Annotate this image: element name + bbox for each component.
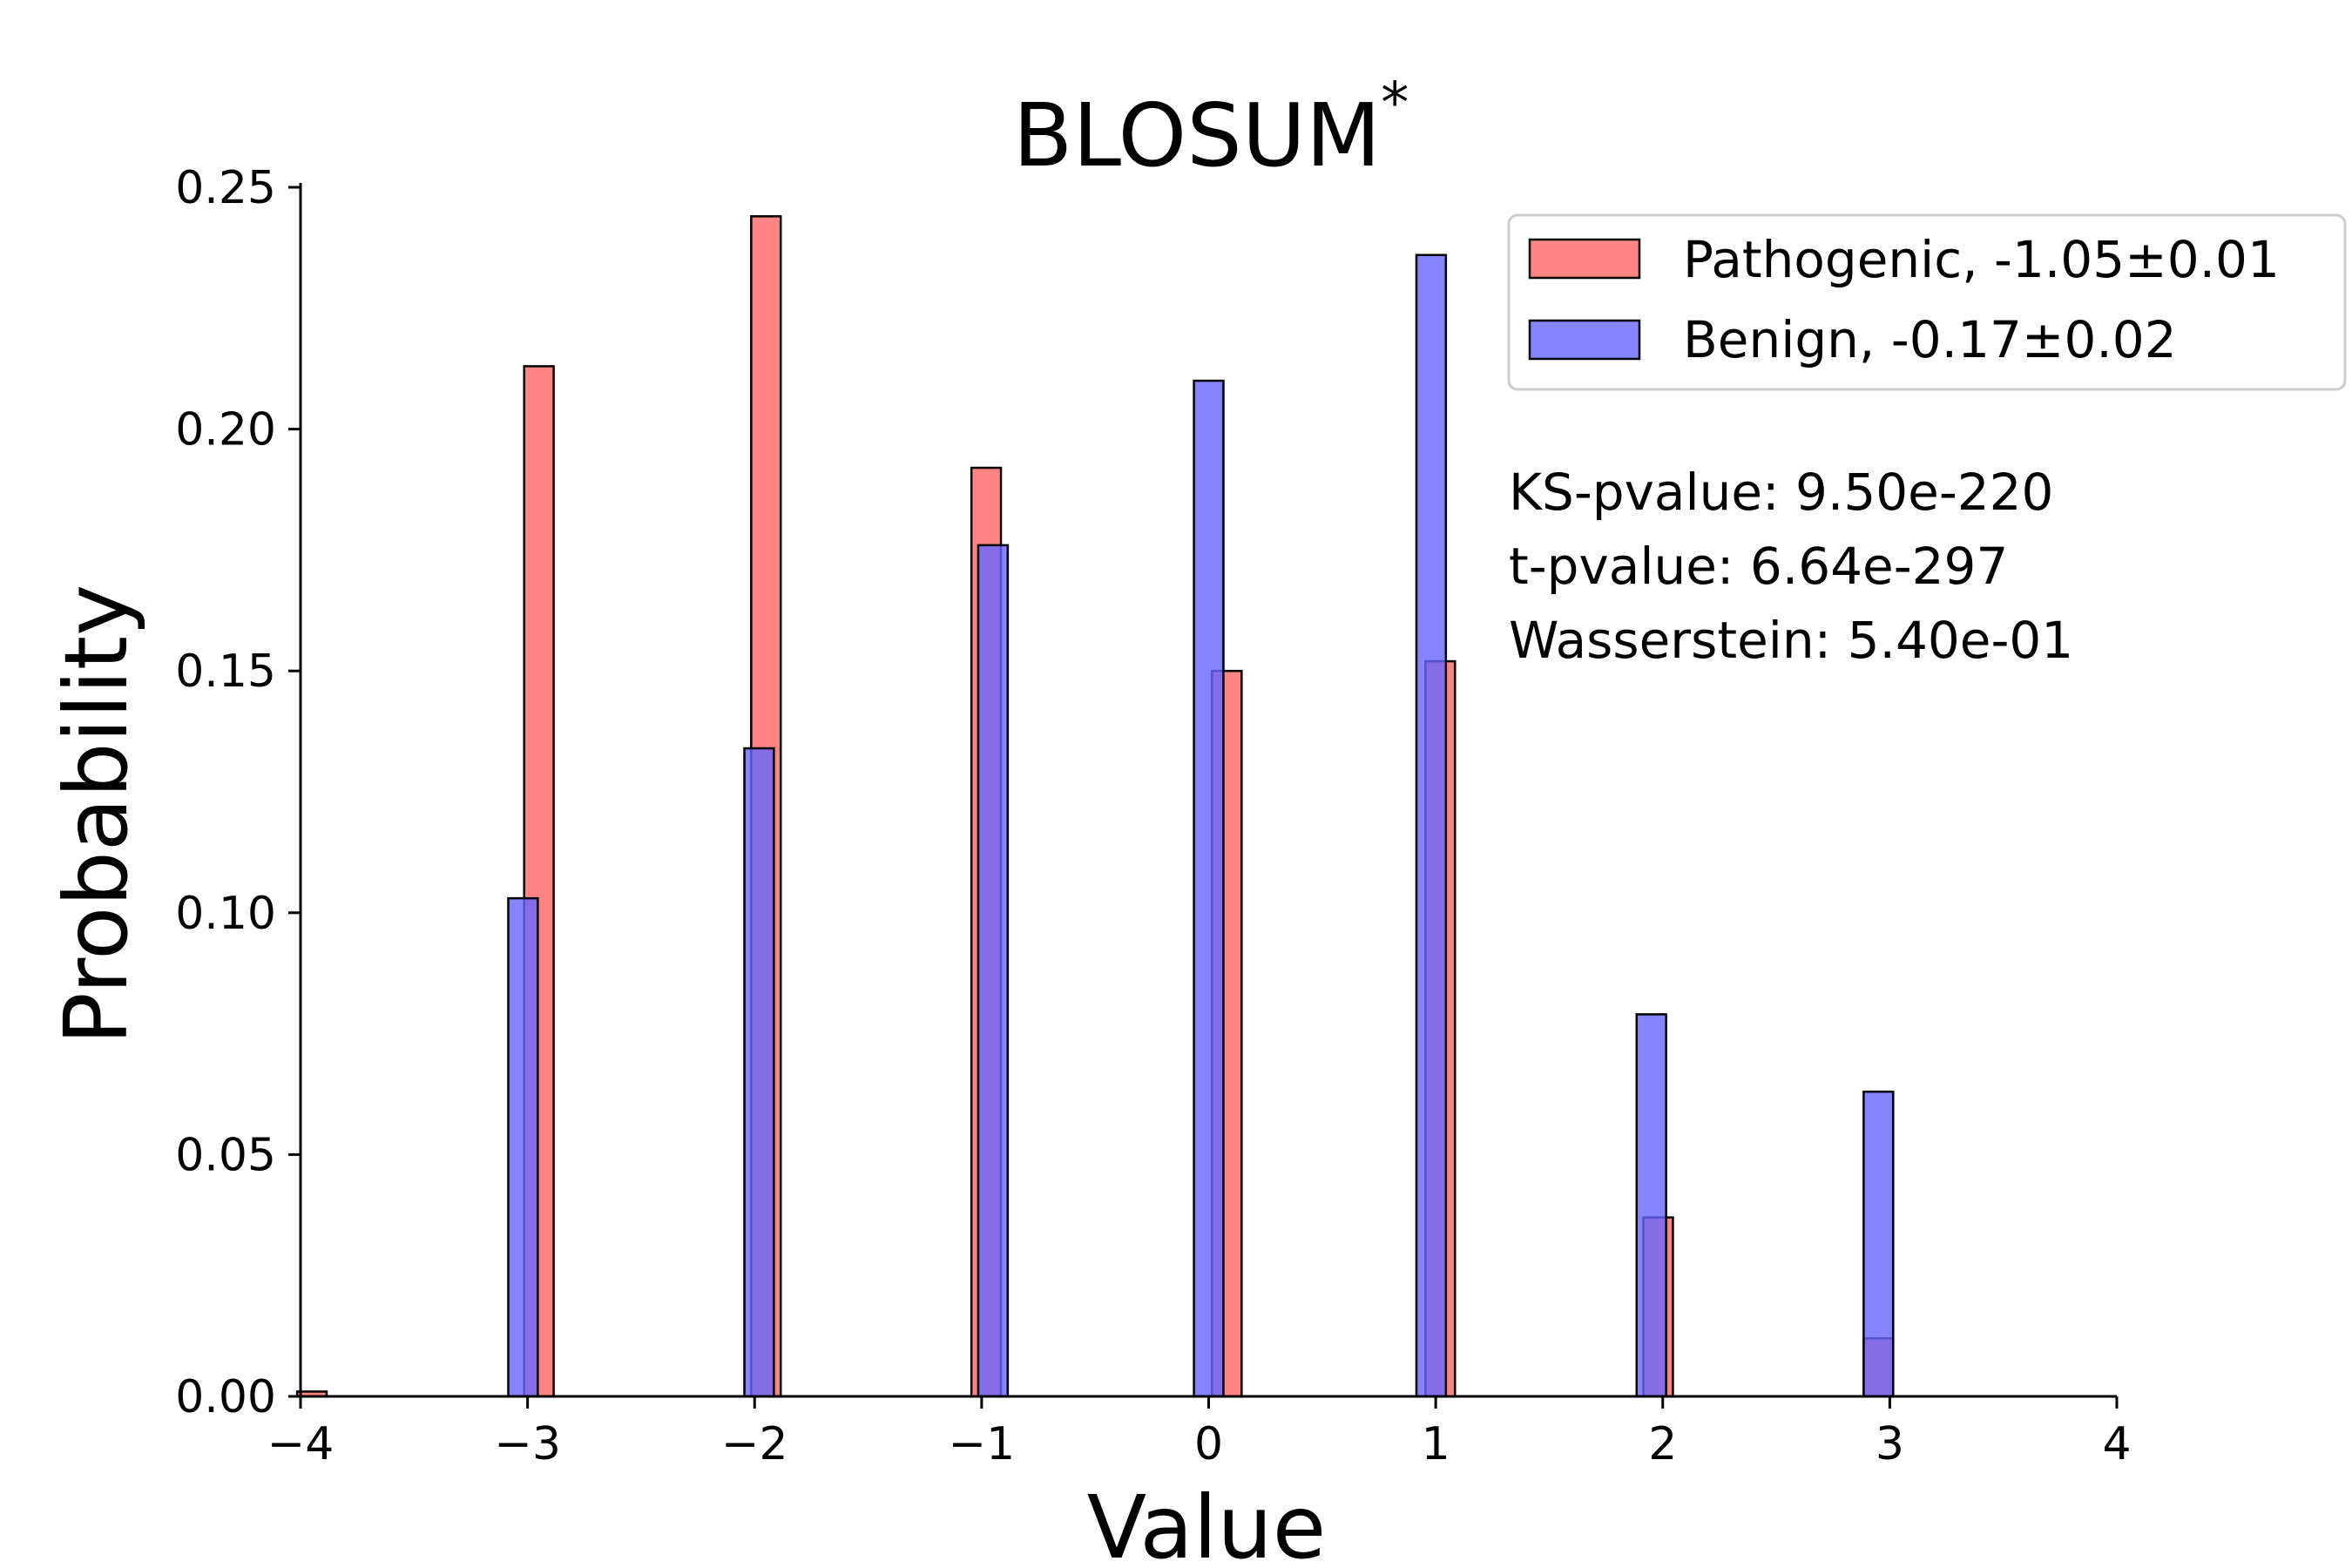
x-tick-label-6: 2 xyxy=(1648,1418,1677,1470)
chart-title-main: BLOSUM xyxy=(1013,84,1381,186)
bar-benign-3 xyxy=(1193,379,1225,1398)
bar-benign-4 xyxy=(1415,253,1448,1398)
plot-axes: −4 −3 −2 −1 0 1 2 3 4 0.00 0.05 0.10 0.15 0.20 0.25 xyxy=(175,162,2131,1470)
stats-annotation: KS-pvalue: 9.50e-220 t-pvalue: 6.64e-297… xyxy=(1509,463,2073,670)
chart-title-superscript: * xyxy=(1381,71,1409,136)
legend-frame xyxy=(1507,213,2347,391)
bar-benign-5 xyxy=(1635,1013,1667,1398)
x-tick-label-5: 1 xyxy=(1422,1418,1450,1470)
y-tick-label-0: 0.00 xyxy=(175,1371,276,1423)
y-tick-label-3: 0.15 xyxy=(175,645,276,698)
chart-title: BLOSUM* xyxy=(1013,71,1409,186)
stats-wasserstein: Wasserstein: 5.40e-01 xyxy=(1509,611,2073,670)
x-tick-label-7: 3 xyxy=(1876,1418,1904,1470)
y-tick-label-5: 0.25 xyxy=(175,162,276,214)
y-tick-label-4: 0.20 xyxy=(175,404,276,456)
y-axis-title: Probability xyxy=(45,585,147,1045)
legend-swatch-benign xyxy=(1528,319,1641,361)
plot-bars xyxy=(295,215,1895,1398)
y-tick-label-2: 0.10 xyxy=(175,888,276,940)
x-tick-label-2: −2 xyxy=(721,1418,788,1470)
bar-benign-1 xyxy=(743,747,775,1398)
bar-benign-2 xyxy=(977,544,1010,1398)
legend-label-benign: Benign, -0.17±0.02 xyxy=(1683,310,2177,369)
y-tick-label-1: 0.05 xyxy=(175,1129,276,1181)
x-axis-title: Value xyxy=(1087,1477,1327,1568)
x-tick-label-4: 0 xyxy=(1194,1418,1223,1470)
legend-label-pathogenic: Pathogenic, -1.05±0.01 xyxy=(1683,230,2280,289)
x-tick-label-3: −1 xyxy=(949,1418,1016,1470)
x-tick-label-1: −3 xyxy=(494,1418,561,1470)
legend: Pathogenic, -1.05±0.01 Benign, -0.17±0.0… xyxy=(1507,213,2347,391)
x-tick-label-0: −4 xyxy=(267,1418,335,1470)
x-tick-label-8: 4 xyxy=(2102,1418,2131,1470)
bar-benign-0 xyxy=(507,896,539,1398)
stats-t-pvalue: t-pvalue: 6.64e-297 xyxy=(1509,537,2008,596)
bar-benign-6 xyxy=(1862,1090,1895,1398)
legend-swatch-pathogenic xyxy=(1528,238,1641,280)
stats-ks-pvalue: KS-pvalue: 9.50e-220 xyxy=(1509,463,2053,522)
